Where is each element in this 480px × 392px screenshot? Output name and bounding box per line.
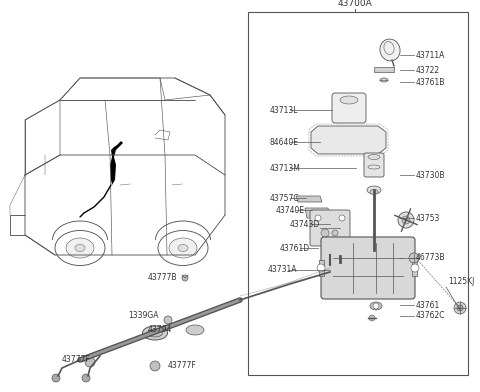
Text: 43794: 43794 <box>148 325 172 334</box>
Polygon shape <box>305 208 330 218</box>
Ellipse shape <box>370 302 382 310</box>
Circle shape <box>409 253 419 263</box>
FancyBboxPatch shape <box>321 237 415 299</box>
Text: 43777B: 43777B <box>148 274 178 283</box>
Polygon shape <box>296 196 322 202</box>
Ellipse shape <box>340 96 358 104</box>
Ellipse shape <box>186 325 204 335</box>
Circle shape <box>411 264 419 272</box>
Text: 46773B: 46773B <box>416 254 445 263</box>
Text: 43740E: 43740E <box>276 205 305 214</box>
Text: 43753: 43753 <box>416 214 440 223</box>
Circle shape <box>336 248 344 256</box>
Circle shape <box>369 315 375 321</box>
Text: 43777F: 43777F <box>168 361 197 370</box>
Text: 43761D: 43761D <box>280 243 310 252</box>
Text: 43761B: 43761B <box>416 78 445 87</box>
Text: 43743D: 43743D <box>290 220 320 229</box>
Text: 43757C: 43757C <box>270 194 300 203</box>
FancyBboxPatch shape <box>332 93 366 123</box>
Text: 43730B: 43730B <box>416 171 445 180</box>
Text: 43761: 43761 <box>416 301 440 310</box>
Circle shape <box>402 216 410 224</box>
Ellipse shape <box>370 247 378 253</box>
Circle shape <box>339 215 345 221</box>
Polygon shape <box>110 141 123 185</box>
Ellipse shape <box>380 78 388 82</box>
Text: 43713L: 43713L <box>270 105 299 114</box>
FancyBboxPatch shape <box>310 210 350 246</box>
Text: 43731A: 43731A <box>268 265 298 274</box>
Circle shape <box>454 302 466 314</box>
Circle shape <box>164 316 172 324</box>
Polygon shape <box>311 126 386 154</box>
Ellipse shape <box>178 245 188 252</box>
Bar <box>412 260 417 276</box>
Circle shape <box>321 229 329 237</box>
Circle shape <box>332 230 338 236</box>
Ellipse shape <box>143 326 168 340</box>
Circle shape <box>398 212 414 228</box>
Text: 43711A: 43711A <box>416 51 445 60</box>
Bar <box>248 12 468 375</box>
Bar <box>374 67 394 72</box>
Ellipse shape <box>367 186 381 194</box>
Ellipse shape <box>370 189 378 194</box>
Circle shape <box>182 275 188 281</box>
Ellipse shape <box>367 245 381 255</box>
Ellipse shape <box>147 329 163 337</box>
Bar <box>375 68 393 71</box>
Ellipse shape <box>169 238 197 258</box>
Circle shape <box>337 259 343 265</box>
Circle shape <box>317 264 325 272</box>
Circle shape <box>315 215 321 221</box>
Circle shape <box>373 303 379 309</box>
Text: 1125KJ: 1125KJ <box>448 278 474 287</box>
Ellipse shape <box>66 238 94 258</box>
Text: 43777F: 43777F <box>62 356 91 365</box>
Ellipse shape <box>380 39 400 61</box>
Circle shape <box>85 357 95 367</box>
Circle shape <box>52 374 60 382</box>
Text: 43722: 43722 <box>416 65 440 74</box>
Ellipse shape <box>158 230 208 265</box>
Ellipse shape <box>368 154 380 160</box>
Text: 43700A: 43700A <box>337 0 372 8</box>
Ellipse shape <box>75 245 85 252</box>
Text: 84640E: 84640E <box>270 138 299 147</box>
Circle shape <box>82 374 90 382</box>
Bar <box>319 260 324 276</box>
Text: 43762C: 43762C <box>416 312 445 321</box>
Ellipse shape <box>55 230 105 265</box>
Circle shape <box>327 249 333 255</box>
Text: 1339GA: 1339GA <box>128 312 158 321</box>
Circle shape <box>457 305 463 311</box>
Circle shape <box>150 361 160 371</box>
Text: 43713M: 43713M <box>270 163 301 172</box>
FancyBboxPatch shape <box>364 153 384 177</box>
